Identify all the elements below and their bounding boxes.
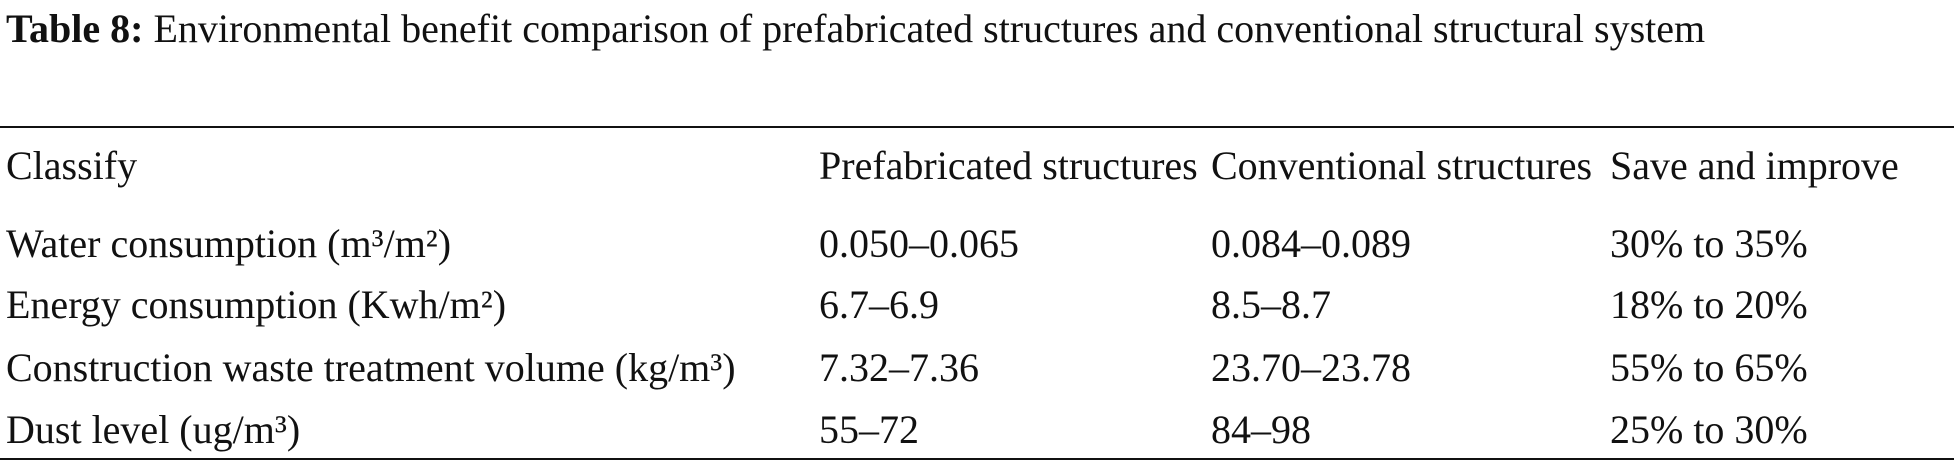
table-cell: 55% to 65% <box>1610 345 1808 390</box>
table-cell: 0.084–0.089 <box>1211 221 1411 266</box>
table-cell: 0.050–0.065 <box>819 221 1019 266</box>
table-cell: 30% to 35% <box>1610 221 1808 266</box>
table-cell: Construction waste treatment volume (kg/… <box>6 345 736 390</box>
table-cell: Energy consumption (Kwh/m²) <box>6 282 507 327</box>
caption-label: Table 8: <box>6 6 144 51</box>
bottom-rule <box>0 458 1954 460</box>
header-cell: Prefabricated structures <box>819 143 1198 188</box>
top-rule <box>0 126 1954 128</box>
table-cell: Water consumption (m³/m²) <box>6 221 452 266</box>
header-cell: Classify <box>6 143 138 188</box>
table-cell: 25% to 30% <box>1610 407 1808 452</box>
table-cell: 6.7–6.9 <box>819 282 939 327</box>
caption-text: Environmental benefit comparison of pref… <box>153 6 1706 51</box>
header-cell: Conventional structures <box>1211 143 1593 188</box>
table-cell: 8.5–8.7 <box>1211 282 1331 327</box>
table-cell: 23.70–23.78 <box>1211 345 1411 390</box>
table-cell: Dust level (ug/m³) <box>6 407 301 452</box>
table-caption: Table 8: Environmental benefit compariso… <box>6 4 1950 54</box>
header-cell: Save and improve <box>1610 143 1899 188</box>
table-cell: 18% to 20% <box>1610 282 1808 327</box>
table-cell: 7.32–7.36 <box>819 345 979 390</box>
table-cell: 55–72 <box>819 407 919 452</box>
table-cell: 84–98 <box>1211 407 1311 452</box>
